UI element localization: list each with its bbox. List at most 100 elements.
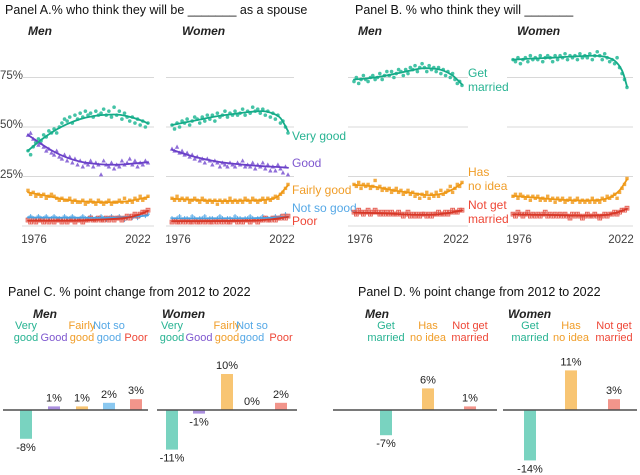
bar-poor [275,402,287,410]
y-tick-50: 50% [0,119,24,131]
column-header-not-get-married: Not get married [451,320,489,344]
bar-value-label: 2% [101,389,117,401]
label-not-get-married-line1: Not get [468,198,507,212]
label-has-no-idea: Has no idea [468,165,507,193]
chart-b-men [348,61,468,227]
bar-value-label: 0% [244,396,260,408]
column-header-not-get-married: Not get married [595,320,633,344]
a-women-x-end: 2022 [269,234,295,246]
label-not-get-married: Not get married [468,198,509,226]
panel-a-men-label: Men [28,24,52,38]
panel-b-men-label: Men [358,24,382,38]
trend-not-so-good [27,214,149,219]
trend-poor [171,215,289,223]
b-men-x-start: 1976 [347,234,373,246]
chart-bar-panels: -8% 1% 1% 2% 3% -11% -1% 10% 0% 2% -7% 6% 1% -14% 11% 3… [3,356,637,475]
panel-c-men-label: Men [33,307,57,321]
bars-c-men: -8% 1% 1% 2% 3% [3,385,148,454]
bar-value-label: 2% [273,389,289,401]
bar-value-label: -14% [517,463,543,475]
trend-not-so-good [171,215,289,220]
series-good [169,144,291,177]
bar-value-label: 6% [420,374,436,386]
bars-d-men: -7% 6% 1% [333,374,497,450]
trend-fairly-good [27,191,149,204]
trend-not-get-married [353,209,463,216]
bar-value-label: -11% [160,453,185,465]
b-women-x-end: 2022 [608,234,634,246]
column-header-very-good: Very good [159,320,185,344]
label-has-no-idea-line1: Has [468,165,490,179]
chart-a-men [22,77,154,227]
trend-very-good [171,110,289,132]
label-very-good: Very good [292,129,347,143]
panel-b-title: Panel B. % who think they will _______ [355,3,574,17]
bar-get-married [524,410,536,461]
bar-poor [130,399,142,410]
panel-c-women-label: Women [162,307,206,321]
column-header-fairly-good: Fairly good [213,320,241,344]
bar-value-label: 11% [560,356,581,368]
label-fairly-good: Fairly good [292,183,352,197]
label-poor: Poor [292,214,318,228]
trend-good [171,148,289,169]
bar-very-good [166,410,178,450]
series-get-married [352,61,464,88]
series-has-no-idea [352,178,464,200]
bar-value-label: 3% [606,385,622,397]
panel-c-title: Panel C. % point change from 2012 to 202… [8,285,251,299]
trend-not-get-married [512,208,628,217]
series-fairly-good [26,188,150,206]
series-fairly-good [170,182,290,206]
a-men-x-end: 2022 [125,234,151,246]
column-header-get-married: Get married [511,320,549,344]
label-not-get-married-line2: married [468,212,509,226]
label-get-married: Get married [468,66,509,94]
label-good: Good [292,156,322,170]
bar-has-no-idea [422,388,434,410]
trend-get-married [512,54,628,88]
b-men-x-end: 2022 [443,234,469,246]
b-women-x-start: 1976 [506,234,532,246]
bar-not-so-good [103,402,115,410]
bar-value-label: -1% [189,417,209,429]
trend-get-married [353,67,463,86]
label-get-married-line1: Get [468,66,488,80]
chart-a-women [166,77,294,227]
panel-d-men-label: Men [365,307,389,321]
bar-get-married [380,410,392,436]
panel-a-title: Panel A.% who think they will be _______… [5,3,308,17]
bar-value-label: 1% [74,392,90,404]
column-header-good: Good [40,331,68,344]
label-not-so-good: Not so good [292,201,357,215]
bar-value-label: 1% [462,392,478,404]
a-men-x-start: 1976 [21,234,47,246]
column-header-has-no-idea: Has no idea [552,320,590,344]
column-header-not-so-good: Not so good [236,320,268,344]
column-header-fairly-good: Fairly good [68,320,96,344]
bar-not-get-married [608,399,620,410]
bars-d-women: -14% 11% 3% [503,356,637,475]
bar-value-label: -7% [376,438,396,450]
bar-value-label: 1% [46,392,62,404]
series-very-good [170,105,290,135]
y-tick-25: 25% [0,169,24,181]
bar-fairly-good [76,406,88,410]
column-header-very-good: Very good [13,320,39,344]
column-header-not-so-good: Not so good [93,320,125,344]
bar-not-get-married [464,406,476,410]
trend-good [27,134,149,166]
panel-d-women-label: Women [508,307,552,321]
column-header-poor: Poor [269,331,293,344]
trend-poor [27,210,149,222]
bar-value-label: 3% [128,385,144,397]
column-header-poor: Poor [124,331,148,344]
y-tick-75: 75% [0,70,24,82]
bar-good [193,410,205,414]
a-women-x-start: 1976 [165,234,191,246]
series-very-good [26,105,150,157]
bar-value-label: 10% [216,360,238,372]
bar-value-label: -8% [16,442,36,454]
label-has-no-idea-line2: no idea [468,179,508,193]
